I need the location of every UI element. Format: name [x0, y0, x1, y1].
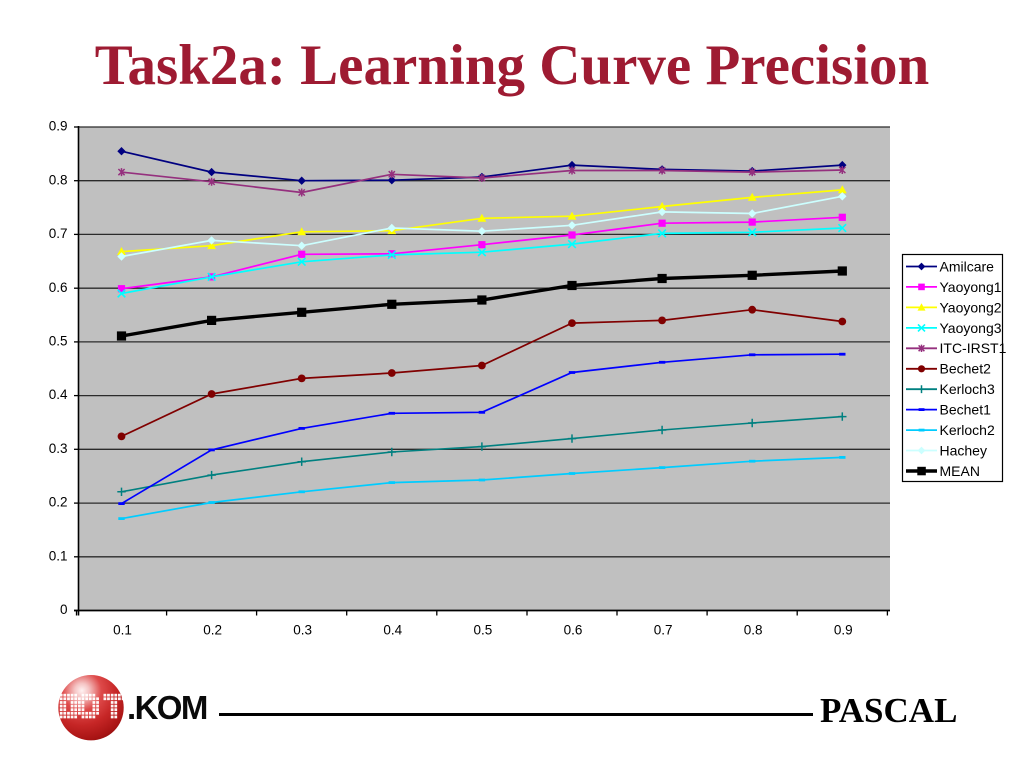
svg-text:0.7: 0.7	[49, 226, 68, 241]
svg-text:0.3: 0.3	[293, 622, 312, 637]
svg-text:0.5: 0.5	[474, 622, 493, 637]
svg-text:Yaoyong3: Yaoyong3	[940, 320, 1002, 336]
svg-text:Kerloch2: Kerloch2	[940, 422, 995, 438]
svg-text:MEAN: MEAN	[940, 463, 980, 479]
svg-text:0.9: 0.9	[834, 622, 853, 637]
svg-text:0: 0	[60, 602, 68, 617]
svg-text:0.7: 0.7	[654, 622, 673, 637]
svg-text:0.2: 0.2	[203, 622, 222, 637]
svg-text:Bechet1: Bechet1	[940, 402, 992, 418]
svg-text:0.9: 0.9	[49, 119, 68, 134]
svg-text:0.8: 0.8	[49, 172, 68, 187]
svg-text:Yaoyong1: Yaoyong1	[940, 279, 1002, 295]
svg-text:0.4: 0.4	[49, 387, 68, 402]
svg-text:Amilcare: Amilcare	[940, 258, 995, 274]
svg-text:Yaoyong2: Yaoyong2	[940, 299, 1002, 315]
svg-text:Kerloch3: Kerloch3	[940, 381, 995, 397]
svg-text:0.6: 0.6	[564, 622, 583, 637]
svg-text:0.5: 0.5	[49, 334, 68, 349]
svg-text:0.1: 0.1	[49, 548, 68, 563]
svg-text:0.3: 0.3	[49, 441, 68, 456]
svg-text:0.8: 0.8	[744, 622, 763, 637]
svg-text:0.6: 0.6	[49, 280, 68, 295]
svg-text:0.4: 0.4	[383, 622, 402, 637]
svg-text:0.2: 0.2	[49, 495, 68, 510]
svg-text:ITC-IRST1: ITC-IRST1	[940, 340, 1007, 356]
svg-text:Bechet2: Bechet2	[940, 361, 992, 377]
svg-text:Hachey: Hachey	[940, 442, 987, 458]
svg-text:0.1: 0.1	[113, 622, 132, 637]
